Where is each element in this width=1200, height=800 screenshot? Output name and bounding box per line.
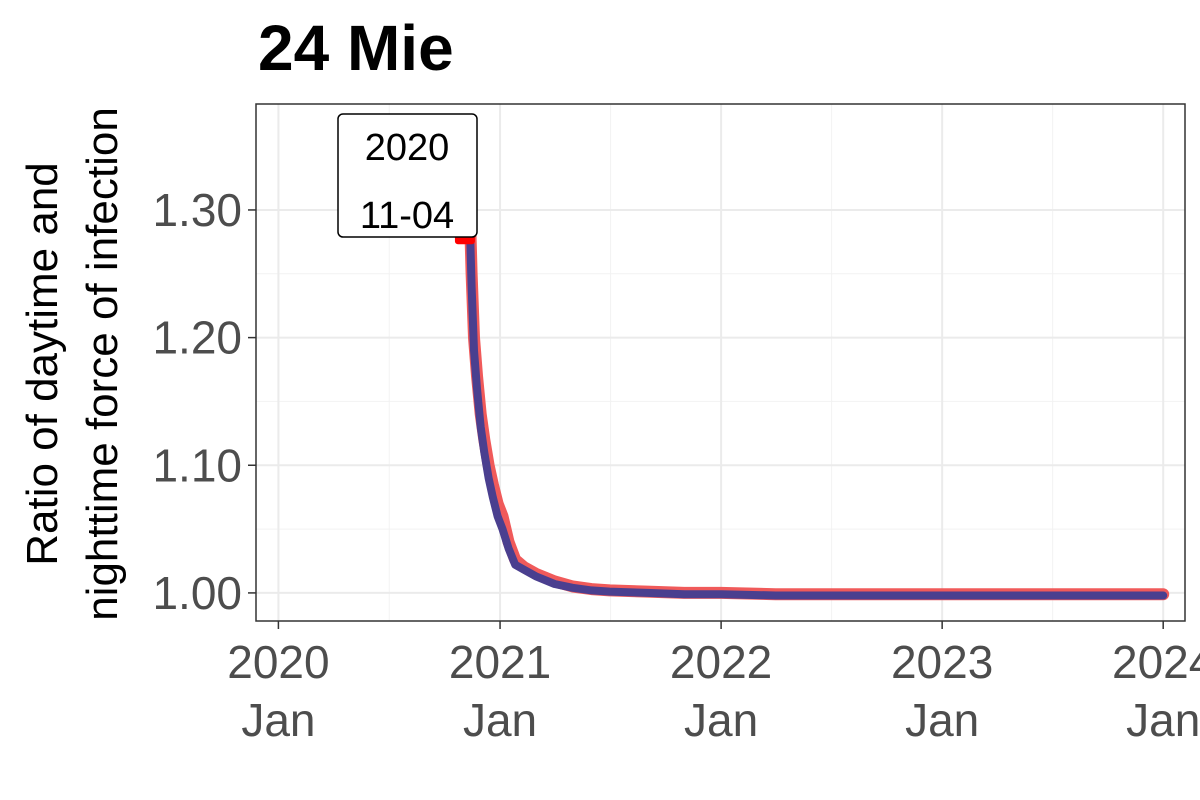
annotation-year: 2020 xyxy=(365,127,450,169)
chart-title: 24 Mie xyxy=(258,12,454,84)
x-tick-label-year: 2020 xyxy=(227,636,329,688)
x-tick-label-month: Jan xyxy=(684,694,758,746)
y-axis-label-line-2: nighttime force of infection xyxy=(78,107,127,621)
annotation-date: 11-04 xyxy=(360,195,454,237)
x-tick-label-year: 2024 xyxy=(1112,636,1200,688)
y-tick-label: 1.30 xyxy=(152,184,242,236)
x-tick-label-year: 2021 xyxy=(449,636,551,688)
x-tick-label-month: Jan xyxy=(241,694,315,746)
y-axis-label-line-1: Ratio of daytime and xyxy=(18,162,67,566)
series-line-2 xyxy=(460,135,1168,600)
x-tick-label-month: Jan xyxy=(463,694,537,746)
x-tick-label-year: 2023 xyxy=(891,636,993,688)
x-tick-label-month: Jan xyxy=(905,694,979,746)
y-axis-label: Ratio of daytime and nighttime force of … xyxy=(18,107,127,621)
x-tick-label-month: Jan xyxy=(1126,694,1200,746)
axis-ticks: 1.00 1.10 1.20 1.30 2020 Jan 2021 Jan 2022 Jan 202… xyxy=(152,184,1200,746)
grid xyxy=(256,104,1185,621)
y-tick-label: 1.20 xyxy=(152,312,242,364)
y-tick-label: 1.00 xyxy=(152,567,242,619)
y-tick-label: 1.10 xyxy=(152,439,242,491)
annotation-box xyxy=(337,113,478,238)
date-annotation: 2020 11-04 xyxy=(337,113,478,238)
series-layer xyxy=(458,121,1170,601)
x-tick-label-year: 2022 xyxy=(670,636,772,688)
